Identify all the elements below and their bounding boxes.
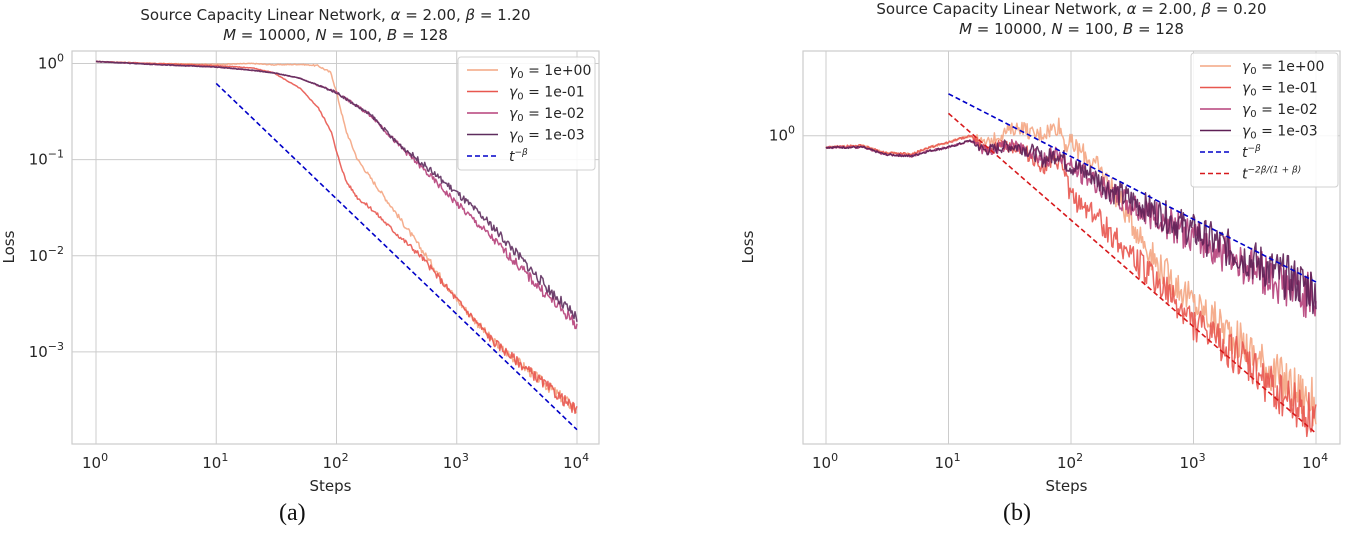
legend-label: γ0 = 1e-03 (1242, 124, 1318, 142)
chart-subtitle: M = 10000, N = 100, B = 128 (223, 26, 448, 44)
y-tick-label: 10−3 (29, 340, 64, 361)
series-line (95, 60, 578, 415)
legend: γ0 = 1e+00 γ0 = 1e-01 γ0 = 1e-02 γ0 = 1e-03… (1190, 52, 1339, 188)
chart-title: Source Capacity Linear Network, α = 2.00… (140, 6, 530, 24)
x-tick-label: 100 (812, 451, 838, 472)
x-tick-label: 104 (1302, 451, 1328, 472)
legend-label: γ0 = 1e+00 (509, 63, 591, 81)
legend-label: t−2β/(1 + β) (1242, 166, 1301, 183)
caption-b: (b) (1003, 500, 1031, 526)
legend-label: t−β (509, 148, 528, 165)
x-tick-label: 102 (323, 451, 349, 472)
y-axis-label: Loss (0, 230, 18, 263)
series-line (825, 117, 1317, 427)
chart-title: Source Capacity Linear Network, α = 2.00… (876, 0, 1266, 18)
legend-label: γ0 = 1e-01 (1242, 81, 1318, 99)
plot-area (825, 93, 1317, 438)
legend-label: γ0 = 1e-03 (509, 128, 585, 146)
x-tick-label: 104 (563, 451, 589, 472)
y-tick-label: 100 (769, 124, 795, 145)
chart-a: Source Capacity Linear Network, α = 2.00… (0, 6, 600, 495)
legend-label: γ0 = 1e-02 (509, 106, 585, 124)
legend-label: γ0 = 1e-01 (509, 85, 585, 103)
reference-line (947, 112, 1317, 434)
reference-line (948, 93, 1317, 283)
chart-subtitle: M = 10000, N = 100, B = 128 (959, 20, 1184, 38)
series-line (96, 60, 578, 322)
panel-b: Source Capacity Linear Network, α = 2.00… (673, 0, 1346, 545)
x-tick-label: 103 (443, 451, 469, 472)
legend-box (1190, 52, 1339, 188)
x-tick-label: 100 (82, 451, 108, 472)
legend-label: γ0 = 1e-02 (1242, 102, 1318, 120)
y-tick-label: 100 (38, 52, 64, 73)
legend-label: γ0 = 1e+00 (1242, 59, 1324, 77)
chart-b: Source Capacity Linear Network, α = 2.00… (739, 0, 1341, 495)
caption-a: (a) (279, 500, 306, 526)
reference-line (215, 82, 578, 431)
plot-area (95, 60, 578, 431)
y-tick-label: 10−2 (29, 244, 64, 265)
panel-a: Source Capacity Linear Network, α = 2.00… (0, 6, 600, 526)
plot-frame (802, 50, 1341, 445)
legend: γ0 = 1e+00 γ0 = 1e-01 γ0 = 1e-02 γ0 = 1e-03… (457, 56, 596, 171)
series-line (825, 134, 1317, 438)
x-tick-label: 101 (202, 451, 228, 472)
x-tick-label: 102 (1057, 451, 1083, 472)
x-axis-label: Steps (310, 477, 352, 495)
plot-frame (71, 50, 600, 445)
x-tick-label: 103 (1180, 451, 1206, 472)
x-axis-label: Steps (1046, 477, 1088, 495)
series-line (825, 139, 1317, 315)
legend-box (457, 56, 596, 171)
y-axis-label: Loss (739, 230, 757, 263)
legend-label: t−β (1242, 144, 1261, 161)
y-tick-label: 10−1 (29, 148, 64, 169)
x-tick-label: 101 (935, 451, 961, 472)
